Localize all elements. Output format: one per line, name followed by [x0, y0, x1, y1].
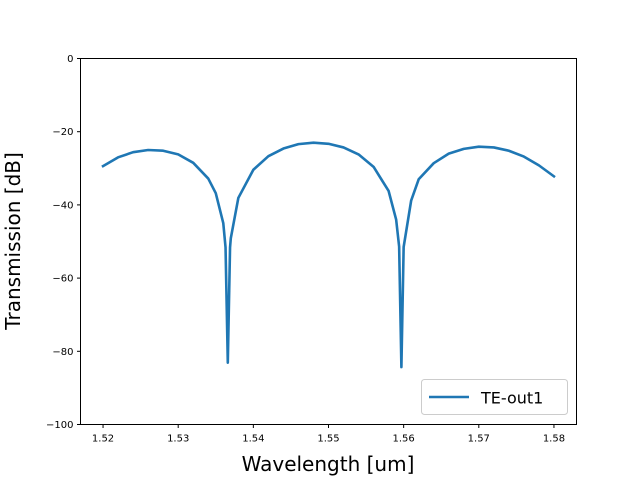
plot-frame	[80, 58, 577, 425]
x-tick-label: 1.58	[543, 434, 565, 445]
x-tick-label: 1.57	[468, 434, 490, 445]
y-tick-label: −80	[52, 347, 73, 358]
x-axis-ticks: 1.52 1.53 1.54 1.55 1.56 1.57 1.58	[92, 424, 565, 445]
legend-box	[421, 379, 568, 415]
y-axis-ticks: 0 −20 −40 −60 −80 −100	[46, 54, 81, 431]
x-tick-label: 1.53	[167, 434, 189, 445]
y-tick-label: −100	[46, 420, 73, 431]
plot-area	[80, 58, 577, 425]
x-tick-label: 1.52	[92, 434, 114, 445]
series-line-te-out1	[101, 141, 556, 369]
x-tick-label: 1.54	[242, 434, 264, 445]
x-tick-label: 1.55	[317, 434, 339, 445]
y-tick-label: 0	[67, 54, 73, 65]
y-axis-label: Transmission [dB]	[1, 152, 25, 331]
y-tick-label: −60	[52, 274, 73, 285]
legend: TE-out1	[421, 379, 568, 415]
x-axis-label: Wavelength [um]	[242, 452, 415, 476]
legend-label-te-out1: TE-out1	[480, 389, 543, 408]
y-tick-label: −40	[52, 200, 73, 211]
x-tick-label: 1.56	[393, 434, 415, 445]
y-tick-label: −20	[52, 127, 73, 138]
